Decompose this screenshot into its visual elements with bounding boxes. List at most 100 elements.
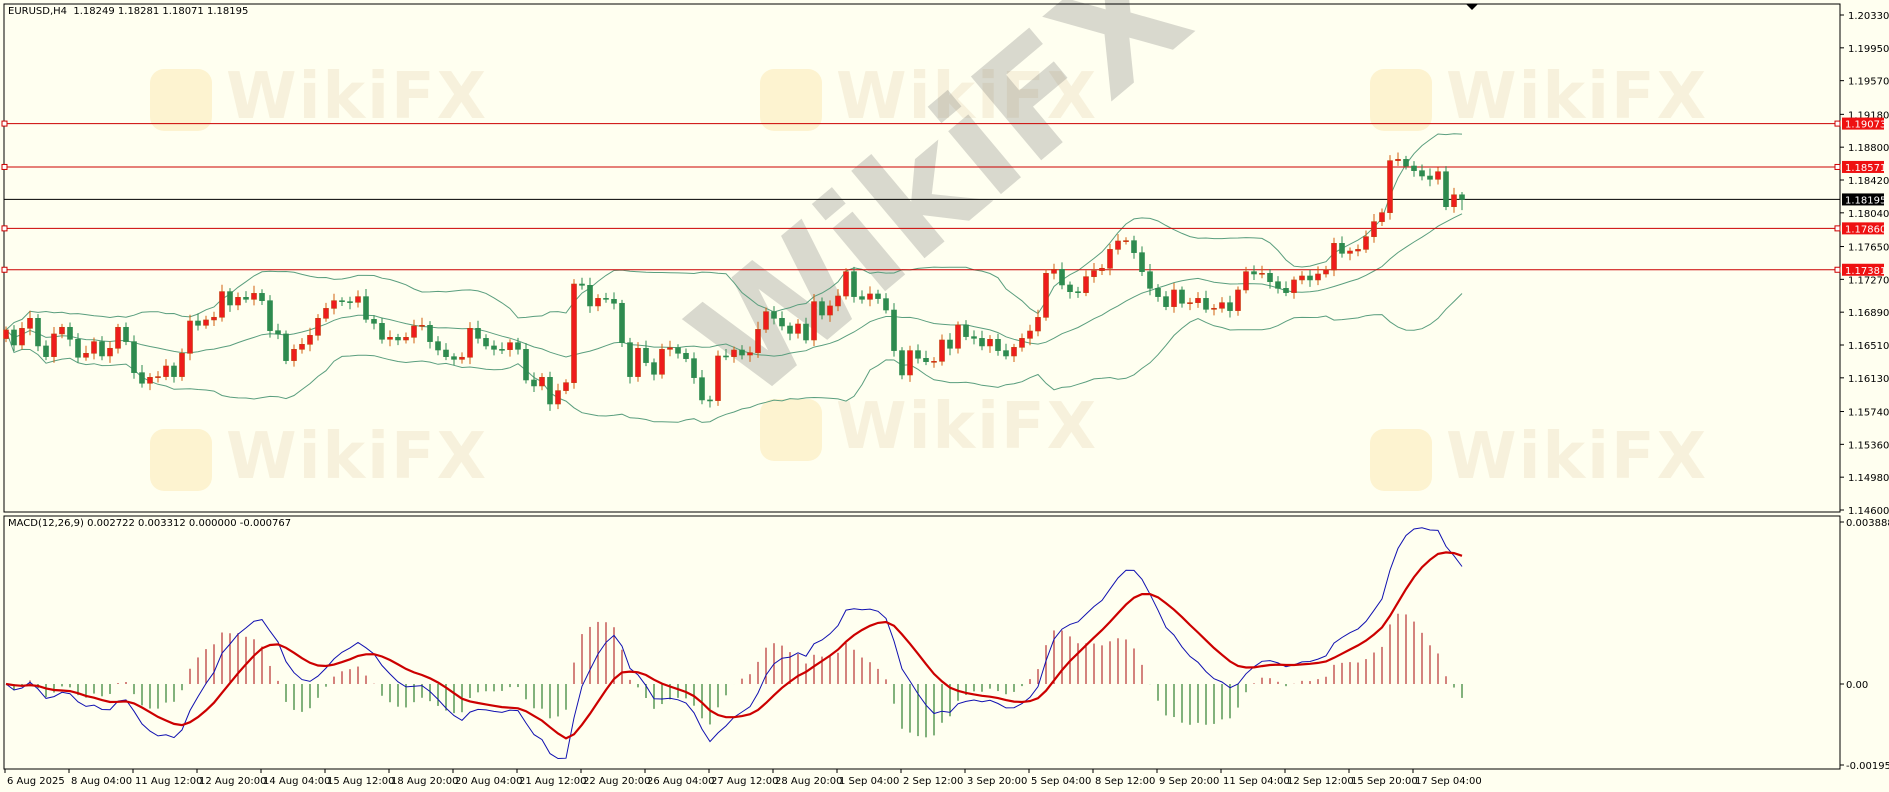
candle — [1003, 343, 1009, 360]
candle-body — [1227, 302, 1233, 311]
candle — [563, 379, 569, 395]
candle-body — [827, 305, 833, 316]
candle-body — [1339, 243, 1345, 254]
candle — [1307, 269, 1313, 287]
candle-body — [307, 335, 313, 345]
level-handle-right — [1834, 163, 1841, 170]
candle — [787, 322, 793, 341]
candle-body — [931, 361, 937, 363]
macd-tick-label: 0.003888 — [1846, 518, 1889, 529]
current-price-tag — [1842, 193, 1884, 206]
candle-body — [803, 323, 809, 341]
time-tick-label: 5 Sep 04:00 — [1031, 776, 1091, 787]
candle — [1059, 262, 1065, 290]
horizontal-levels — [1, 120, 1841, 273]
time-tick-label: 15 Aug 12:00 — [327, 776, 394, 787]
candle-body — [155, 376, 161, 378]
candle — [107, 341, 113, 363]
macd-tick-label: 0.00 — [1846, 680, 1868, 691]
candle — [1203, 290, 1209, 313]
candle — [1355, 244, 1361, 257]
time-tick-label: 14 Aug 04:00 — [263, 776, 330, 787]
price-tick-label: 1.16890 — [1848, 308, 1889, 319]
level-handle-left — [1, 163, 8, 170]
level-price-tag — [1842, 160, 1884, 173]
candle-body — [1027, 330, 1033, 339]
candle — [1267, 269, 1273, 289]
candle-body — [643, 347, 649, 363]
candle-body — [1139, 252, 1145, 272]
price-tick-label: 1.18800 — [1848, 143, 1889, 154]
candle-body — [1067, 284, 1073, 292]
candle-body — [611, 299, 617, 304]
candle-body — [1091, 270, 1097, 277]
candle — [699, 370, 705, 405]
candle-body — [451, 356, 457, 360]
level-price-tag — [1842, 263, 1884, 276]
candle — [995, 333, 1001, 356]
candle — [1011, 343, 1017, 363]
candle — [1451, 187, 1457, 213]
candle — [1019, 333, 1025, 352]
candle — [19, 322, 25, 350]
time-tick-label: 12 Sep 12:00 — [1287, 776, 1354, 787]
candle-body — [1451, 194, 1457, 207]
time-tick-label: 22 Aug 20:00 — [583, 776, 650, 787]
candle-body — [1299, 275, 1305, 281]
candle-body — [1379, 212, 1385, 222]
candle-body — [1011, 347, 1017, 357]
candle — [1371, 214, 1377, 243]
candle-body — [539, 377, 545, 387]
candle-body — [587, 285, 593, 307]
candle — [739, 345, 745, 360]
candle-body — [291, 349, 297, 361]
candle-body — [947, 339, 953, 349]
candle — [1099, 264, 1105, 275]
candle-body — [1411, 165, 1417, 171]
candle — [683, 348, 689, 363]
candle-body — [387, 337, 393, 340]
candle — [803, 317, 809, 344]
candle — [859, 290, 865, 304]
candle-body — [171, 365, 177, 377]
candle-body — [843, 271, 849, 297]
candle — [163, 359, 169, 381]
candle — [347, 296, 353, 310]
candle-body — [419, 325, 425, 327]
candle — [1339, 236, 1345, 258]
candle-body — [1235, 289, 1241, 311]
candle-body — [315, 318, 321, 336]
candle — [939, 334, 945, 366]
candle — [835, 289, 841, 312]
candle — [979, 330, 985, 351]
candle-body — [1387, 160, 1393, 213]
candle — [1027, 324, 1033, 346]
candle-body — [987, 338, 993, 347]
candle — [195, 313, 201, 331]
candle — [51, 327, 57, 363]
candle — [643, 340, 649, 367]
candle-body — [1323, 269, 1329, 275]
candle-body — [1347, 250, 1353, 254]
candle — [1051, 263, 1057, 280]
candle — [1243, 266, 1249, 294]
candle-body — [1307, 275, 1313, 281]
time-tick-label: 27 Aug 12:00 — [711, 776, 778, 787]
candle-body — [1211, 307, 1217, 310]
candle — [1459, 192, 1465, 211]
candle — [147, 373, 153, 391]
candle — [379, 317, 385, 344]
candle — [27, 310, 33, 336]
chart-shift-triangle-icon — [1466, 4, 1478, 10]
candle — [987, 335, 993, 353]
candle — [211, 311, 217, 326]
candle-body — [1115, 240, 1121, 250]
candle — [459, 352, 465, 364]
candle — [99, 336, 105, 361]
candle — [331, 293, 337, 315]
candle — [387, 330, 393, 347]
candle — [1067, 281, 1073, 299]
candle-body — [227, 291, 233, 306]
